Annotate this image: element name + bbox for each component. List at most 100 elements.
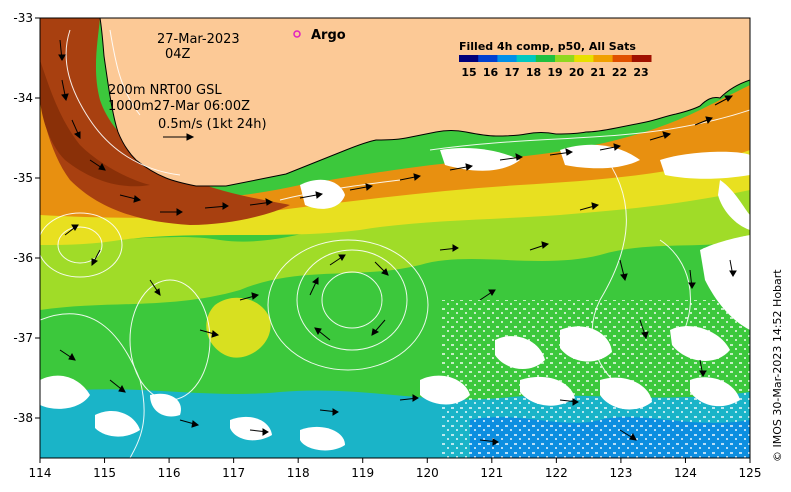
- lon-tick-label: 115: [93, 466, 116, 480]
- current-arrow: [309, 276, 319, 296]
- current-arrow: [688, 269, 696, 289]
- sst-yellow-patch-central: [206, 297, 271, 358]
- lon-tick-label: 118: [287, 466, 310, 480]
- colorbar-label: 20: [569, 66, 585, 79]
- lat-tick-label: -34: [13, 91, 33, 105]
- sst-orange-band: [40, 60, 750, 218]
- imos-credit: © IMOS 30-Mar-2023 14:52 Hobart: [771, 269, 784, 462]
- current-vectors: [58, 39, 737, 446]
- longitude-axis: 114 115 116 117 118 119 120 121 122 123 124 125: [29, 458, 762, 480]
- latitude-axis: -33 -34 -35 -36 -37 -38: [13, 11, 40, 425]
- current-arrow: [249, 198, 274, 206]
- colorbar-swatch: [631, 55, 652, 62]
- current-arrow: [160, 208, 183, 216]
- colorbar: [459, 55, 652, 62]
- current-arrow: [449, 163, 474, 171]
- colorbar-label: 21: [590, 66, 605, 79]
- current-arrow: [58, 39, 66, 61]
- cloud-speckle: [440, 300, 750, 458]
- current-arrow: [399, 173, 422, 181]
- colorbar-title: Filled 4h comp, p50, All Sats: [459, 40, 636, 53]
- current-arrow: [61, 79, 69, 102]
- current-arrow: [579, 202, 600, 211]
- lat-tick-label: -38: [13, 411, 33, 425]
- argo-float-marker: [293, 30, 301, 38]
- colorbar-label: 22: [612, 66, 627, 79]
- map-date-label: 27-Mar-2023: [157, 32, 240, 47]
- current-arrow: [71, 119, 81, 140]
- colorbar-swatch: [459, 55, 479, 62]
- current-arrow: [729, 259, 737, 277]
- current-arrow: [91, 249, 101, 267]
- argo-legend-label: Argo: [311, 28, 346, 43]
- lat-tick-label: -35: [13, 171, 33, 185]
- current-arrow: [319, 408, 339, 416]
- current-arrow: [549, 148, 574, 156]
- cloud-mask: [40, 144, 750, 451]
- current-arrow: [599, 143, 622, 151]
- lon-tick-label: 125: [739, 466, 762, 480]
- current-arrow: [199, 329, 220, 338]
- map-plot-area: Argo 27-Mar-2023 04Z 200m NRT00 GSL 1000…: [40, 18, 750, 458]
- colorbar-label: 16: [483, 66, 499, 79]
- sst-leeuwin-inner: [40, 60, 150, 187]
- current-arrow: [499, 153, 524, 161]
- colorbar-label: 18: [526, 66, 541, 79]
- lon-tick-label: 124: [674, 466, 697, 480]
- current-arrow: [639, 319, 649, 340]
- lon-tick-label: 120: [416, 466, 439, 480]
- colorbar-swatch: [612, 55, 633, 62]
- current-arrow: [479, 438, 499, 446]
- lat-tick-label: -36: [13, 251, 33, 265]
- current-arrow: [714, 95, 734, 106]
- lat-tick-label: -33: [13, 11, 33, 25]
- colorbar-label: 23: [633, 66, 648, 79]
- current-arrow: [314, 327, 331, 341]
- colorbar-swatch: [593, 55, 614, 62]
- depth-label-line2: 1000m27-Mar 06:00Z: [108, 99, 250, 114]
- lon-tick-label: 122: [545, 466, 568, 480]
- current-arrow: [371, 319, 386, 336]
- colorbar-labels: 15 16 17 18 19 20 21 22 23: [461, 66, 648, 79]
- current-arrow: [299, 191, 324, 199]
- colorbar-swatch: [535, 55, 556, 62]
- current-arrow: [374, 261, 389, 276]
- current-arrow: [64, 224, 79, 236]
- current-arrow: [399, 394, 419, 402]
- current-arrow: [204, 202, 229, 210]
- colorbar-swatch: [555, 55, 575, 62]
- map-frame: [39, 17, 751, 459]
- lon-tick-label: 114: [29, 466, 52, 480]
- current-arrow: [439, 244, 459, 252]
- colorbar-swatch: [516, 55, 537, 62]
- colorbar-label: 17: [504, 66, 519, 79]
- ssh-contours: [40, 29, 750, 458]
- lon-tick-label: 123: [609, 466, 632, 480]
- colorbar-swatch: [497, 55, 518, 62]
- scale-vector-label: 0.5m/s (1kt 24h): [158, 117, 267, 132]
- current-arrow: [109, 379, 126, 393]
- current-arrow: [699, 359, 707, 377]
- current-arrow: [619, 259, 628, 282]
- current-arrow: [59, 349, 76, 361]
- colorbar-swatch: [574, 55, 594, 62]
- colorbar-swatch: [478, 55, 498, 62]
- scale-vector-arrow: [163, 133, 195, 141]
- current-arrow: [329, 254, 346, 266]
- lon-tick-label: 119: [351, 466, 374, 480]
- current-arrow: [694, 116, 713, 126]
- lat-tick-label: -37: [13, 331, 33, 345]
- current-arrow: [249, 428, 269, 436]
- lon-tick-label: 117: [222, 466, 245, 480]
- current-arrow: [179, 419, 200, 428]
- lon-tick-label: 116: [158, 466, 181, 480]
- current-arrow: [149, 279, 161, 296]
- lon-tick-label: 121: [480, 466, 503, 480]
- sst-warm-transition: [40, 165, 750, 310]
- map-time-label: 04Z: [165, 47, 191, 62]
- colorbar-label: 19: [547, 66, 562, 79]
- current-arrow: [239, 292, 260, 301]
- current-arrow: [119, 194, 142, 203]
- colorbar-label: 15: [461, 66, 476, 79]
